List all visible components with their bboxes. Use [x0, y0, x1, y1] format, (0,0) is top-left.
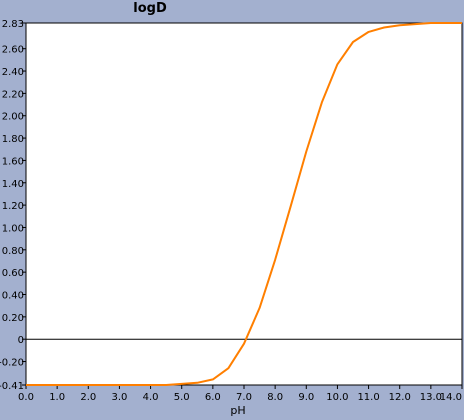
- y-tick-label: 2.40: [2, 67, 24, 78]
- x-tick-label: 12.0: [389, 392, 411, 403]
- x-tick-label: 1.0: [49, 392, 65, 403]
- y-tick-label: -0.20: [0, 358, 24, 369]
- y-tick-label: 2.83: [2, 19, 24, 30]
- y-tick-label: 0.40: [2, 291, 24, 302]
- x-tick-label: 4.0: [143, 392, 159, 403]
- y-tick-label: -0.41: [0, 381, 24, 392]
- y-tick-label: 1.60: [2, 156, 24, 167]
- logd-series-line: [26, 22, 462, 386]
- y-tick-label: 2.20: [2, 89, 24, 100]
- x-tick-label: 3.0: [111, 392, 127, 403]
- x-tick-label: 11.0: [357, 392, 379, 403]
- x-tick-label: 9.0: [298, 392, 314, 403]
- y-tick-label: 1.40: [2, 179, 24, 190]
- x-tick-label: 14.0: [440, 392, 462, 403]
- y-tick-label: 2.60: [2, 45, 24, 56]
- x-tick-label: 7.0: [236, 392, 252, 403]
- x-tick-label: 8.0: [267, 392, 283, 403]
- x-tick-label: 2.0: [80, 392, 96, 403]
- series-group: [26, 22, 462, 386]
- chart-title: logD: [133, 1, 167, 16]
- x-tick-label: 13.0: [420, 392, 442, 403]
- y-axis: -0.41 -0.20 0 0.20 0.40 0.60 0.80 1.00 1.20 1.40 1…: [0, 19, 26, 392]
- x-tick-label: 6.0: [205, 392, 221, 403]
- x-axis: 0.0 1.0 2.0 3.0 4.0 5.0 6.0 7.0 8.0 9.0 10.0 11.0 12…: [18, 385, 463, 403]
- y-tick-label: 2.00: [2, 112, 24, 123]
- x-tick-label: 10.0: [326, 392, 348, 403]
- y-tick-label: 0.60: [2, 268, 24, 279]
- x-tick-label: 0.0: [18, 392, 34, 403]
- y-tick-label: 1.20: [2, 201, 24, 212]
- y-tick-label: 0: [18, 335, 24, 346]
- y-tick-label: 1.00: [2, 223, 24, 234]
- plot-area: [25, 22, 463, 386]
- y-tick-label: 0.20: [2, 313, 24, 324]
- x-tick-label: 5.0: [174, 392, 190, 403]
- x-axis-title: pH: [230, 404, 245, 417]
- y-tick-label: 0.80: [2, 246, 24, 257]
- y-tick-label: 1.80: [2, 134, 24, 145]
